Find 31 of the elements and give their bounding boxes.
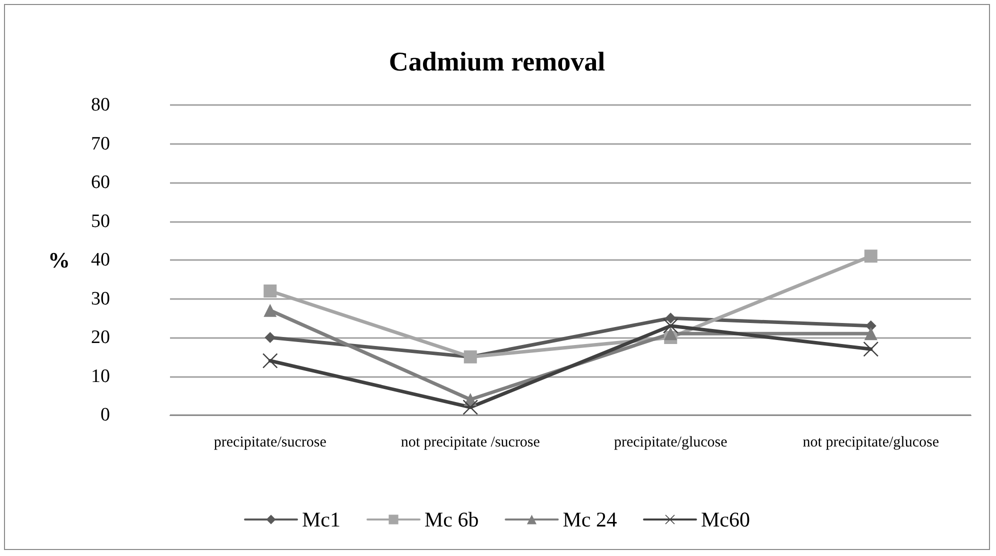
point	[264, 304, 277, 317]
y-tick-label: 0	[100, 404, 110, 426]
point	[665, 312, 676, 324]
point	[264, 284, 277, 298]
point	[864, 327, 878, 340]
x-tick-label: precipitate/sucrose	[214, 434, 327, 450]
point	[863, 342, 878, 357]
x-tick-label: precipitate/glucose	[614, 434, 728, 450]
x-tick-label: not precipitate/glucose	[802, 434, 940, 450]
legend-label: Mc 24	[562, 508, 618, 532]
y-axis-title: %	[48, 248, 70, 272]
y-tick-label: 70	[91, 133, 110, 154]
point	[864, 250, 878, 263]
point	[262, 353, 278, 368]
legend-label: Mc60	[700, 508, 750, 532]
y-tick-label: 20	[91, 327, 110, 348]
point	[462, 400, 478, 415]
y-tick-label: 80	[91, 94, 110, 116]
legend-label: Mc1	[302, 508, 341, 532]
y-tick-label: 60	[91, 172, 110, 193]
y-tick-label: 30	[91, 288, 110, 310]
y-tick-label: 40	[91, 250, 110, 270]
point	[264, 332, 276, 343]
legend-label: Mc 6b	[424, 508, 479, 532]
point	[664, 327, 678, 340]
point	[663, 318, 678, 334]
y-tick-label: 10	[91, 366, 110, 387]
chart-title: Cadmium removal	[388, 46, 606, 76]
x-tick-label: not precipitate /sucrose	[400, 434, 540, 450]
y-tick-label: 50	[91, 210, 110, 232]
point	[865, 320, 876, 332]
